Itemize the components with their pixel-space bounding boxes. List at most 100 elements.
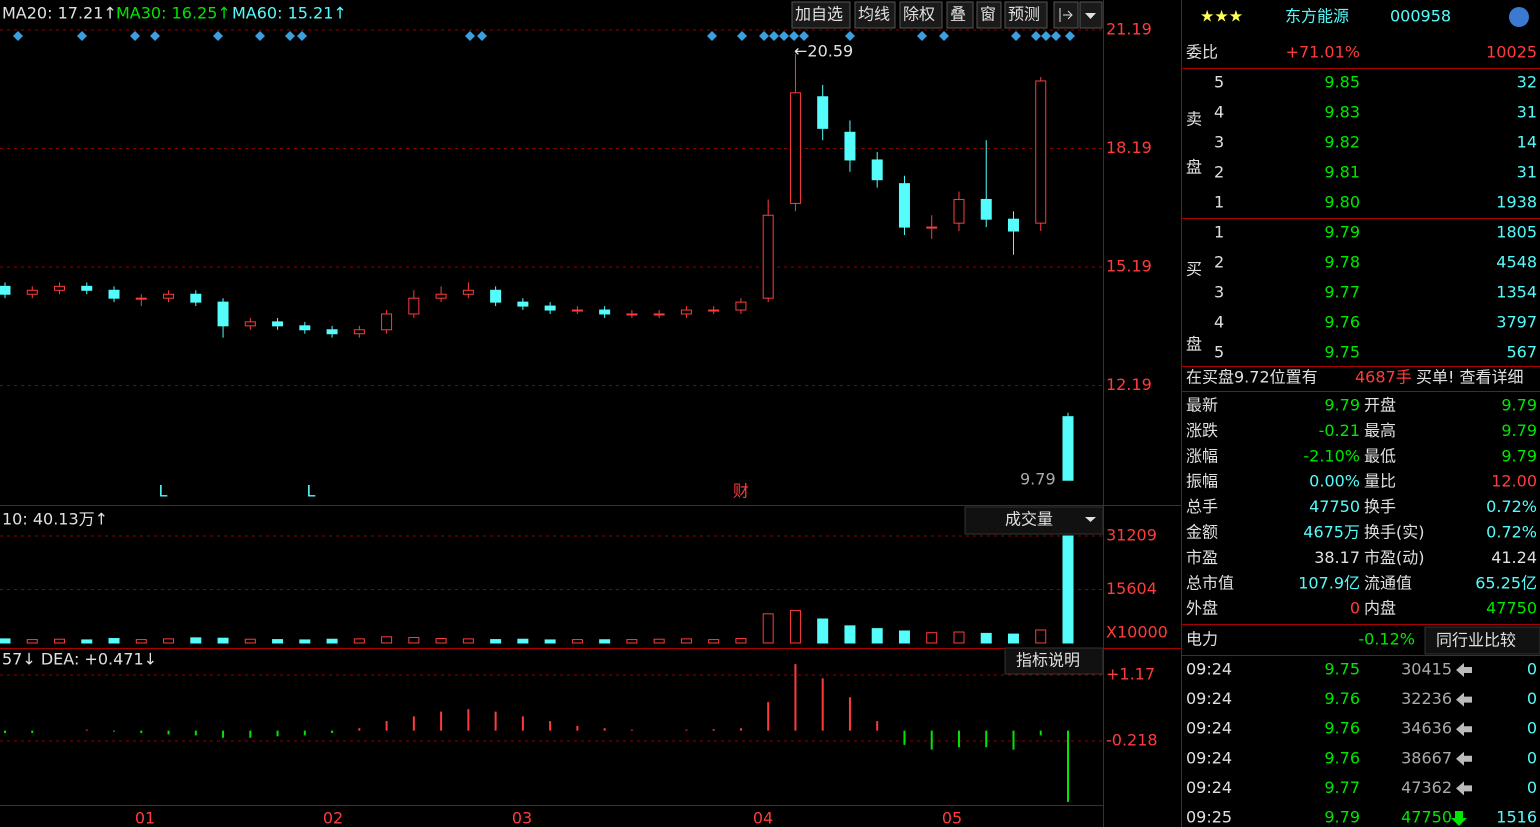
toolbar-label: 加自选 [795, 5, 843, 24]
compare-button[interactable] [1424, 626, 1540, 655]
volume-bar [435, 638, 447, 644]
quote-label: 量比 [1364, 472, 1396, 491]
tick-count: 0 [1527, 660, 1537, 679]
compare-button-label: 同行业比较 [1436, 631, 1516, 650]
tick-arrow [1456, 751, 1472, 766]
quote-label: 内盘 [1364, 599, 1396, 618]
toolbar-button[interactable] [946, 1, 974, 29]
volume-bar [326, 638, 338, 644]
event-marker [297, 31, 307, 41]
quote-value: 65.25亿 [1475, 573, 1537, 592]
y-tick-label: -0.218 [1106, 730, 1158, 749]
volume-bar [108, 638, 120, 644]
tick-arrow [1456, 722, 1472, 737]
tick-count: 0 [1527, 748, 1537, 767]
quote-value: 107.9亿 [1298, 573, 1360, 592]
event-marker [939, 31, 949, 41]
level-volume: 3797 [1496, 313, 1537, 332]
level-price: 9.77 [1324, 283, 1360, 302]
tick-time: 09:24 [1186, 689, 1232, 708]
event-label: L [159, 482, 168, 501]
volume-bar [735, 638, 747, 644]
month-label: 04 [753, 809, 773, 827]
level: 4 [1214, 103, 1224, 122]
icon [1085, 517, 1096, 522]
volume-bar [762, 613, 774, 644]
icon [1059, 8, 1073, 22]
right-seps [1182, 68, 1540, 656]
volume-bar [353, 638, 365, 644]
quote-value: 47750 [1309, 497, 1360, 516]
volume-bar [544, 639, 556, 644]
candle-body [272, 321, 284, 327]
event-marker [285, 31, 295, 41]
candle-body [81, 285, 93, 291]
volume-bar [190, 637, 202, 644]
level: 5 [1214, 73, 1224, 92]
weibi-diff: 10025 [1486, 43, 1537, 62]
tick-arrow [1451, 811, 1467, 826]
volume-bar [1007, 633, 1019, 644]
candle-body [571, 309, 583, 312]
ma-label: MA30: 16.25↑ [116, 4, 231, 23]
month-label: 01 [135, 809, 155, 827]
quote-label: 金额 [1186, 523, 1218, 542]
event-marker [1065, 31, 1075, 41]
candle-body [190, 293, 202, 303]
volume-bar [898, 630, 910, 644]
candle-body [1035, 80, 1047, 224]
menu[interactable] [1004, 647, 1104, 675]
candle-body [163, 293, 175, 299]
candle-body [0, 285, 11, 295]
level: 3 [1214, 283, 1224, 302]
quote-value: 38.17 [1314, 548, 1360, 567]
quote-value: 47750 [1486, 599, 1537, 618]
notice: 在买盘9.72位置有 [1186, 368, 1318, 387]
toolbar-button[interactable] [899, 1, 943, 29]
y-tick-label: 15604 [1106, 579, 1157, 598]
volume-bar [244, 638, 256, 644]
volume-bar [217, 637, 229, 644]
notice: 4687手 [1355, 368, 1412, 387]
event-marker [799, 31, 809, 41]
candle-body [217, 301, 229, 327]
last-label: 9.79 [1020, 470, 1056, 489]
menu[interactable] [964, 506, 1104, 535]
candle-body [299, 325, 311, 331]
toolbar-button[interactable] [791, 1, 851, 29]
candle-body [953, 198, 965, 224]
volume-bar [81, 639, 93, 644]
event-marker [1041, 31, 1051, 41]
volume-bar [817, 618, 829, 644]
candle-body [1062, 416, 1074, 481]
candle-body [926, 226, 938, 229]
event-marker [77, 31, 87, 41]
toolbar-button[interactable] [1004, 1, 1048, 29]
volume-bar [708, 639, 720, 644]
quote-value: 0.00% [1309, 472, 1360, 491]
candle-body [871, 159, 883, 181]
volume-bar [626, 639, 638, 644]
toolbar-button[interactable] [854, 1, 896, 29]
toolbar-button[interactable] [1053, 1, 1079, 29]
volume-bar [26, 639, 38, 644]
candle-body [789, 92, 801, 204]
quote-value: 41.24 [1491, 548, 1537, 567]
quote-label: 换手(实) [1364, 523, 1425, 542]
volume-bar [926, 632, 938, 644]
volume-bar [490, 639, 502, 644]
quote-label: 涨跌 [1186, 421, 1218, 440]
event-marker [150, 31, 160, 41]
level: 3 [1214, 133, 1224, 152]
level-price: 9.75 [1324, 343, 1360, 362]
candle-body [599, 309, 611, 315]
level-price: 9.81 [1324, 163, 1360, 182]
tick-price: 9.76 [1324, 748, 1360, 767]
icon [1509, 7, 1529, 27]
side-label: 买 [1186, 260, 1202, 279]
candle-body [680, 309, 692, 315]
toolbar-button[interactable] [976, 1, 1002, 29]
quote-value: -2.10% [1303, 446, 1360, 465]
candle-body [1007, 218, 1019, 232]
quote-label: 市盈(动) [1364, 548, 1425, 567]
